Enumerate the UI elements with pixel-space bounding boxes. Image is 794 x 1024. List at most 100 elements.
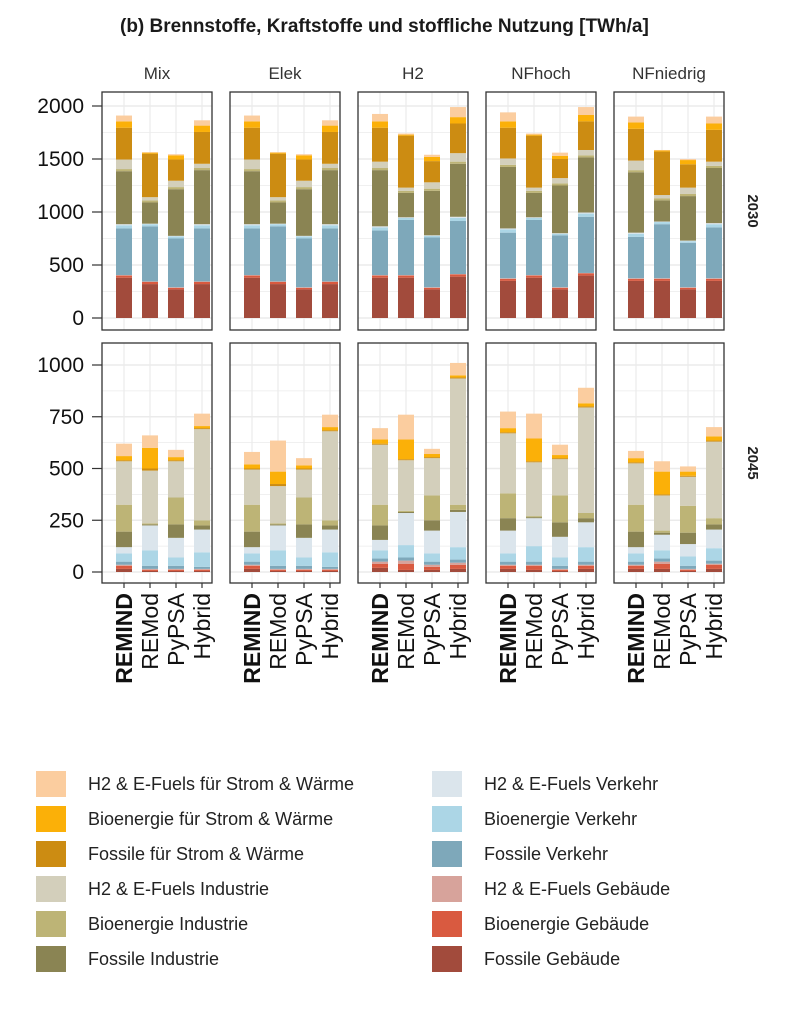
bar-segment [424, 495, 440, 521]
bar-segment [244, 565, 260, 569]
bar-segment [424, 154, 440, 157]
bar-segment [398, 513, 414, 546]
bar-segment [706, 161, 722, 166]
bar-segment [270, 153, 286, 198]
bar-segment [526, 546, 542, 562]
bar-segment [526, 461, 542, 463]
bar-segment [168, 238, 184, 288]
bar-segment [168, 557, 184, 566]
bar-segment [680, 196, 696, 241]
bar-segment [450, 153, 466, 162]
bar-segment [500, 229, 516, 233]
bar-segment [270, 440, 286, 472]
facet-label-elek: Elek [268, 64, 302, 83]
bar-segment [372, 275, 388, 278]
bar-segment [116, 115, 132, 122]
bar-segment [116, 547, 132, 554]
bar-segment [526, 135, 542, 188]
bar-segment [194, 168, 210, 171]
bar-segment [424, 454, 440, 458]
bar-segment [424, 237, 440, 288]
bar-segment [526, 413, 542, 439]
bar-segment [552, 495, 568, 523]
bar-segment [628, 561, 644, 565]
bar-segment [424, 161, 440, 183]
bar-segment [578, 406, 594, 408]
bar-segment [500, 164, 516, 167]
bar-segment [628, 553, 644, 562]
bar-segment [500, 565, 516, 569]
bar-segment [296, 155, 312, 160]
bar-segment [398, 275, 414, 276]
bar-segment [552, 235, 568, 288]
bar-segment [372, 439, 388, 444]
legend-label: Bioenergie Gebäude [484, 913, 650, 934]
bar-segment [322, 427, 338, 431]
bar-segment [194, 429, 210, 521]
bar-segment [244, 275, 260, 278]
bar-segment [398, 511, 414, 514]
bar-segment [398, 133, 414, 135]
bar-segment [194, 570, 210, 572]
x-tick-label: REMod [649, 593, 675, 670]
bar-segment [450, 547, 466, 560]
facet-label-nfhoch: NFhoch [511, 64, 571, 83]
bar-segment [500, 158, 516, 165]
bar-segment [296, 497, 312, 525]
x-tick-label: Hybrid [445, 593, 471, 659]
bar-segment [296, 537, 312, 558]
y-tick-label: 250 [49, 509, 84, 532]
bar-segment [424, 182, 440, 189]
bar-segment [526, 217, 542, 218]
bar-segment [296, 159, 312, 181]
bar-segment [372, 444, 388, 505]
bar-segment [244, 277, 260, 318]
bar-segment [142, 202, 158, 224]
bar-segment [194, 224, 210, 226]
legend-label: H2 & E-Fuels Industrie [88, 878, 270, 899]
bar-segment [168, 155, 184, 160]
bar-segment [372, 558, 388, 562]
bar-segment [270, 152, 286, 153]
bar-segment [628, 565, 644, 569]
bar-segment [194, 131, 210, 164]
bar-segment [322, 414, 338, 428]
bar-segment [372, 226, 388, 228]
bar-segment [424, 561, 440, 565]
bar-segment [296, 287, 312, 290]
panel-nfhoch-2045 [485, 342, 597, 584]
y-tick-label: 1500 [37, 148, 84, 171]
x-tick-label: PyPSA [419, 592, 445, 666]
bar-segment [706, 524, 722, 530]
bar-segment [296, 469, 312, 498]
bar-segment [706, 278, 722, 279]
bar-segment [116, 171, 132, 225]
bar-segment [116, 460, 132, 462]
x-tick-label: REMod [521, 593, 547, 670]
bar-segment [194, 163, 210, 169]
bar-segment [706, 129, 722, 162]
bar-segment [194, 125, 210, 132]
panel-h2-2030 [357, 91, 469, 331]
panel-border [101, 91, 213, 331]
x-tick-label: REMod [137, 593, 163, 670]
bar-segment [450, 163, 466, 217]
bar-segment [244, 225, 260, 229]
facet-label-mix: Mix [144, 64, 171, 83]
bar-segment [194, 552, 210, 567]
bar-segment [680, 242, 696, 288]
bar-segment [322, 224, 338, 226]
bar-segment [424, 569, 440, 572]
legend-item: Fossile Verkehr [432, 840, 608, 868]
bar-segment [680, 475, 696, 477]
bar-segment [270, 152, 286, 154]
bar-segment [552, 570, 568, 572]
bar-segment [628, 236, 644, 279]
bar-segment [578, 561, 594, 565]
bar-segment [526, 565, 542, 570]
bar-segment [578, 403, 594, 407]
bar-segment [116, 461, 132, 505]
bar-segment [654, 150, 670, 152]
bar-segment [194, 413, 210, 427]
bar-segment [244, 451, 260, 465]
